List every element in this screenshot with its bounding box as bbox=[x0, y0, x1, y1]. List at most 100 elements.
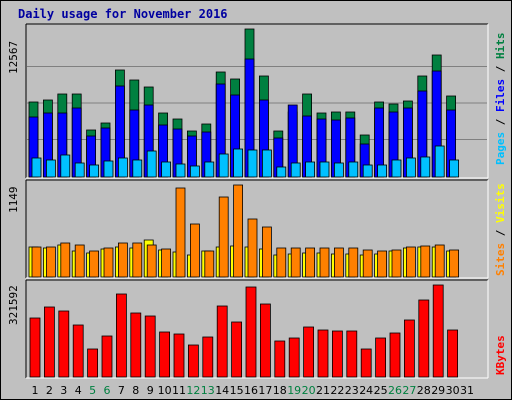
sites-bar bbox=[305, 247, 316, 278]
kbytes-bar bbox=[187, 344, 199, 378]
kbytes-bar bbox=[259, 303, 271, 378]
pages-bar bbox=[391, 159, 402, 178]
day-label: 24 bbox=[359, 384, 373, 397]
kbytes-bar bbox=[87, 348, 98, 378]
kbytes-bar bbox=[29, 317, 41, 378]
sites-bar bbox=[247, 218, 258, 278]
kbytes-bar bbox=[231, 321, 243, 378]
sites-bar bbox=[118, 242, 128, 278]
day-label: 8 bbox=[132, 384, 139, 397]
kbytes-bar bbox=[144, 315, 156, 378]
day-label: 13 bbox=[201, 384, 215, 397]
pages-bar bbox=[161, 161, 172, 178]
pages-bar bbox=[305, 161, 316, 178]
sites-bar bbox=[31, 246, 42, 278]
legend-separator: / bbox=[494, 223, 507, 243]
pages-bar bbox=[46, 159, 56, 178]
legend-separator: / bbox=[494, 112, 507, 132]
legend-files: Files bbox=[494, 78, 507, 112]
kbytes-bar bbox=[274, 340, 286, 378]
day-label: 23 bbox=[345, 384, 359, 397]
sites-bar bbox=[377, 250, 388, 278]
kbytes-bar bbox=[173, 333, 185, 378]
pages-bar bbox=[31, 157, 42, 178]
sites-bar bbox=[405, 246, 416, 278]
y-max-label: 12567 bbox=[7, 40, 20, 74]
pages-bar bbox=[434, 145, 445, 178]
legend-hits: Hits bbox=[494, 32, 507, 60]
pages-bar bbox=[362, 164, 373, 178]
sites-bar bbox=[175, 187, 186, 278]
sites-bar bbox=[420, 245, 431, 278]
kbytes-bar bbox=[331, 330, 343, 378]
kbytes-bar bbox=[317, 329, 329, 378]
kbytes-bar bbox=[303, 326, 315, 378]
sites-bar bbox=[161, 248, 172, 278]
kbytes-bar bbox=[202, 336, 214, 378]
day-label: 12 bbox=[186, 384, 200, 397]
pages-bar bbox=[233, 148, 244, 178]
day-label: 14 bbox=[215, 384, 229, 397]
pages-bar bbox=[348, 161, 359, 178]
day-label: 4 bbox=[75, 384, 82, 397]
day-label: 21 bbox=[316, 384, 330, 397]
chart-title: Daily usage for November 2016 bbox=[18, 7, 228, 21]
kbytes-bar bbox=[447, 329, 459, 378]
day-label: 22 bbox=[330, 384, 344, 397]
series-legend: Pages / Files / Hits bbox=[494, 33, 507, 166]
y-max-label: 321592 bbox=[7, 285, 20, 325]
day-label: 30 bbox=[446, 384, 460, 397]
sites-bar bbox=[189, 223, 200, 278]
kbytes-bar bbox=[389, 332, 401, 378]
day-label: 26 bbox=[388, 384, 402, 397]
legend-kbytes: KBytes bbox=[494, 335, 507, 375]
pages-bar bbox=[89, 164, 99, 178]
sites-bar bbox=[362, 249, 373, 278]
sites-bar bbox=[449, 249, 460, 278]
legend-visits: Visits bbox=[494, 183, 507, 223]
kbytes-bar bbox=[245, 286, 257, 378]
kbytes-bar bbox=[360, 348, 372, 378]
day-label: 25 bbox=[374, 384, 388, 397]
sites-bar bbox=[103, 247, 114, 278]
legend-pages: Pages bbox=[494, 131, 507, 165]
pages-bar bbox=[333, 162, 344, 178]
pages-bar bbox=[175, 163, 186, 178]
day-label: 27 bbox=[402, 384, 416, 397]
pages-bar bbox=[377, 164, 388, 178]
legend-separator: / bbox=[494, 59, 507, 79]
sites-bar bbox=[89, 250, 99, 278]
kbytes-bar bbox=[418, 299, 430, 378]
sites-bar bbox=[319, 247, 330, 278]
y-max-label: 1149 bbox=[7, 186, 20, 214]
kbytes-bar bbox=[159, 331, 171, 378]
pages-bar bbox=[204, 161, 215, 178]
kbytes-bar bbox=[432, 284, 444, 378]
sites-bar bbox=[46, 246, 56, 278]
day-label: 20 bbox=[302, 384, 316, 397]
sites-bar bbox=[333, 247, 344, 278]
pages-bar bbox=[261, 149, 272, 178]
sites-bar bbox=[348, 247, 359, 278]
day-label: 31 bbox=[460, 384, 474, 397]
kbytes-bar bbox=[403, 319, 415, 378]
day-label: 3 bbox=[60, 384, 67, 397]
pages-bar bbox=[247, 149, 258, 178]
day-label: 1 bbox=[32, 384, 39, 397]
pages-bar bbox=[290, 162, 301, 178]
pages-bar bbox=[405, 157, 416, 178]
kbytes-bar bbox=[72, 324, 84, 378]
day-label: 11 bbox=[172, 384, 186, 397]
kbytes-bar bbox=[101, 335, 113, 378]
kbytes-bar bbox=[216, 305, 228, 378]
pages-bar bbox=[60, 154, 71, 178]
sites-bar bbox=[132, 242, 143, 278]
day-label: 9 bbox=[147, 384, 154, 397]
day-label: 15 bbox=[230, 384, 244, 397]
kbytes-bar bbox=[346, 330, 358, 378]
pages-bar bbox=[189, 165, 200, 178]
day-label: 2 bbox=[46, 384, 53, 397]
day-label: 19 bbox=[287, 384, 301, 397]
sites-bar bbox=[391, 249, 402, 278]
